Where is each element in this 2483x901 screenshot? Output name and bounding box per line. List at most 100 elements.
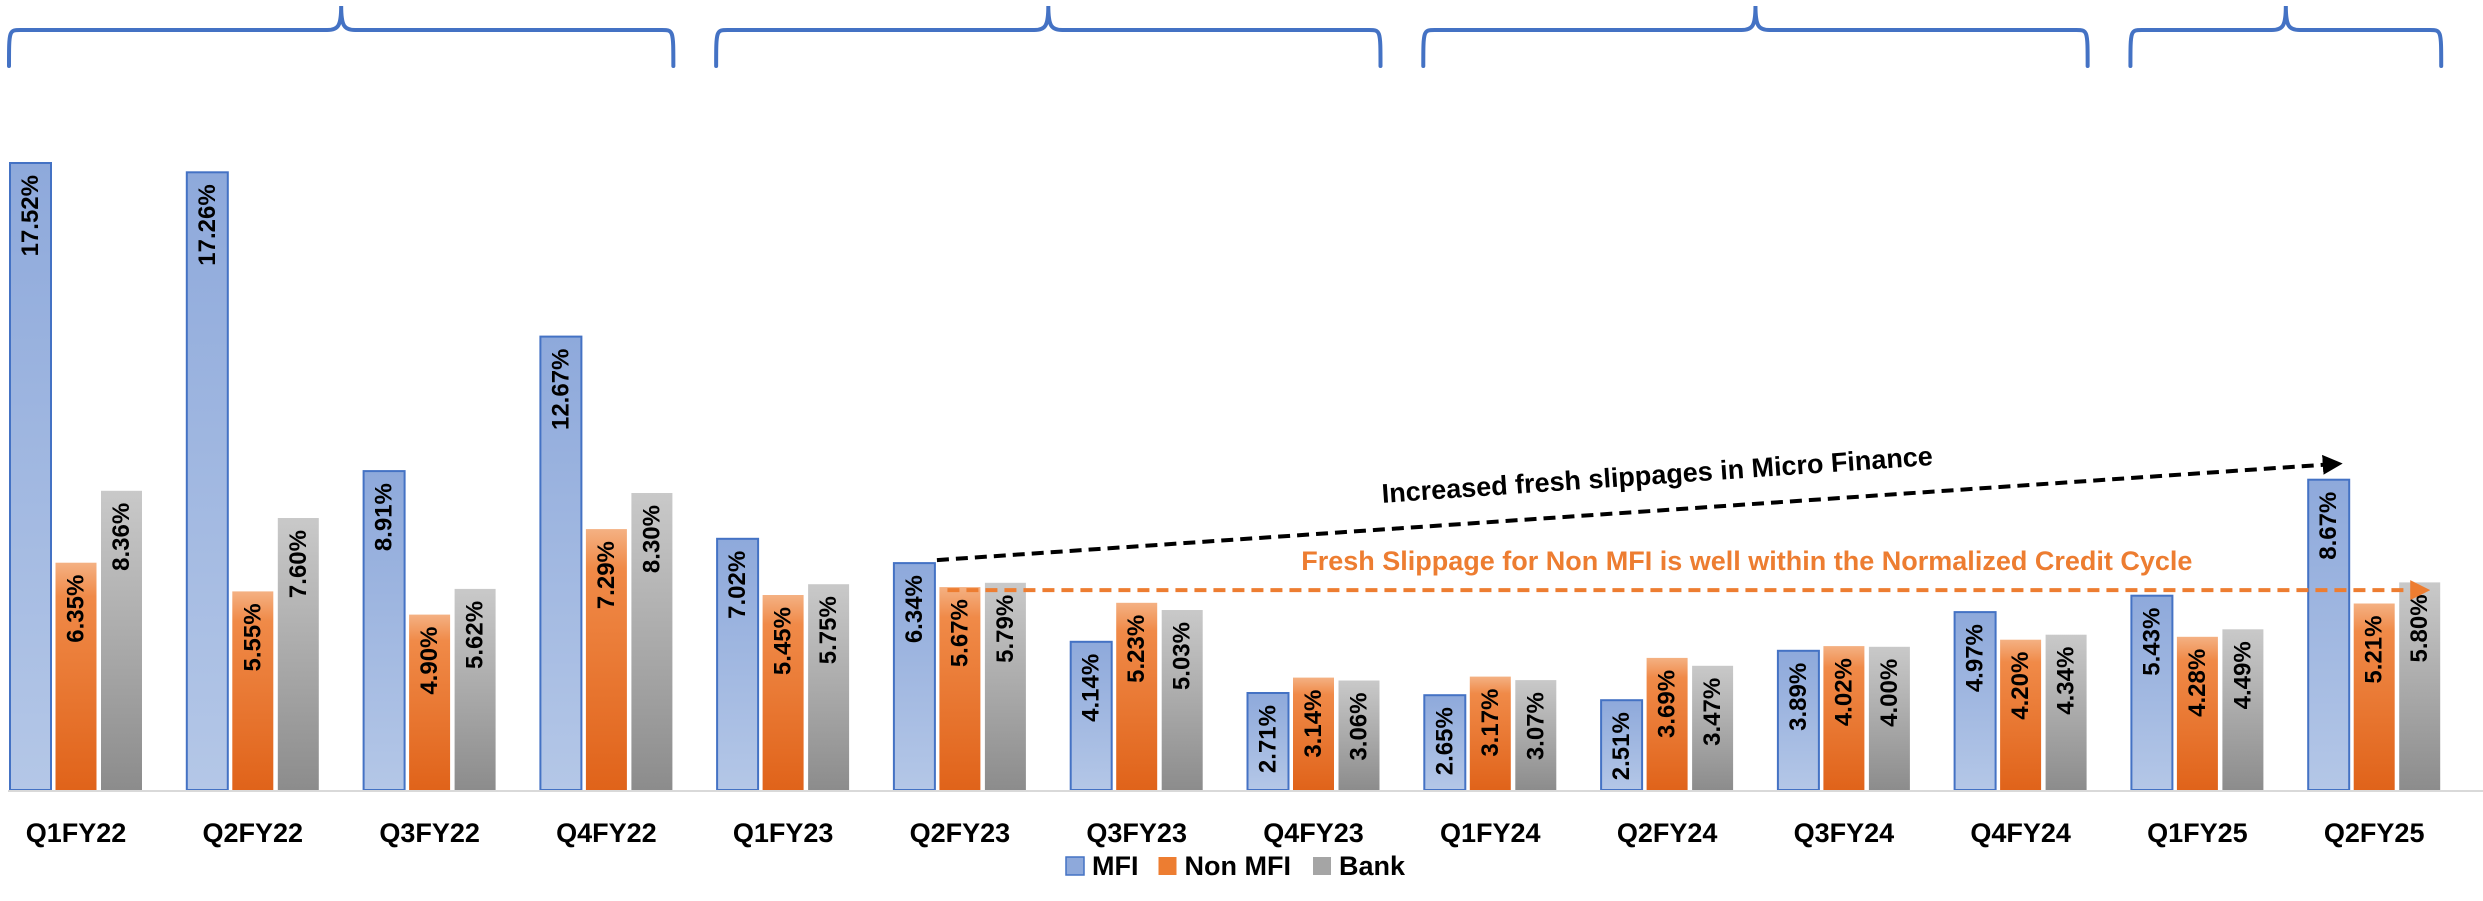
data-label-mfi-q1fy22: 17.52% <box>17 175 44 256</box>
x-tick-label-q1fy23: Q1FY23 <box>733 818 834 848</box>
bar-non-mfi-q1fy22 <box>55 562 97 790</box>
annotations: Increased fresh slippages in Micro Finan… <box>936 441 2431 601</box>
bar-non-mfi-q3fy22 <box>409 614 451 790</box>
legend-label-mfi: MFI <box>1092 851 1139 881</box>
bar-bank-q1fy23 <box>808 584 850 790</box>
data-label-non-mfi-q1fy24: 3.17% <box>1477 689 1504 757</box>
x-tick-label-q3fy22: Q3FY22 <box>379 818 480 848</box>
bar-non-mfi-q3fy23 <box>1116 602 1158 790</box>
x-tick-label-q4fy23: Q4FY23 <box>1263 818 1364 848</box>
bar-mfi-q2fy22 <box>185 171 229 792</box>
x-tick-label-q2fy22: Q2FY22 <box>203 818 304 848</box>
data-label-bank-q3fy23: 5.03% <box>1169 622 1196 690</box>
bars <box>8 162 2483 792</box>
year-brace-4 <box>2128 5 2444 68</box>
category-labels: Q1FY22 Q2FY22 Q3FY22 Q4FY22 Q1FY23 Q2FY23 Q3FY… <box>26 818 2425 848</box>
bar-non-mfi-q1fy23 <box>762 595 804 790</box>
bar-mfi-q2fy24 <box>1600 699 1644 792</box>
bar-mfi-q2fy23 <box>892 562 936 791</box>
data-label-non-mfi-q3fy22: 4.90% <box>416 627 443 695</box>
bar-mfi-q4fy23 <box>1246 692 1290 791</box>
data-label-mfi-q2fy23: 6.34% <box>901 575 928 643</box>
legend-swatch-non-mfi <box>1158 857 1177 875</box>
bar-mfi-q4fy24 <box>1953 611 1997 791</box>
non-mfi-trend-annotation: Fresh Slippage for Non MFI is well withi… <box>1301 546 2192 576</box>
data-label-non-mfi-q2fy25: 5.21% <box>2361 616 2388 684</box>
year-brace-2 <box>714 5 1383 68</box>
legend-label-bank: Bank <box>1339 851 1406 881</box>
data-label-non-mfi-q2fy22: 5.55% <box>239 603 266 671</box>
x-tick-label-q3fy24: Q3FY24 <box>1794 818 1895 848</box>
data-label-bank-q4fy22: 8.30% <box>638 505 665 573</box>
bar-mfi-q2fy25 <box>2307 478 2351 791</box>
year-braces <box>7 5 2444 68</box>
data-label-bank-q1fy22: 8.36% <box>108 503 135 571</box>
year-brace-3 <box>1421 5 2090 68</box>
data-label-mfi-q3fy24: 3.89% <box>1785 663 1812 731</box>
data-label-bank-q1fy25: 4.49% <box>2229 641 2256 709</box>
data-label-bank-q2fy25: 5.80% <box>2406 594 2433 662</box>
data-label-non-mfi-q4fy23: 3.14% <box>1300 690 1327 758</box>
bar-bank-q3fy23 <box>1161 610 1203 790</box>
bar-bank-q3fy24 <box>1868 646 1910 790</box>
bar-non-mfi-q2fy24 <box>1646 657 1688 790</box>
data-label-mfi-q1fy24: 2.65% <box>1431 707 1458 775</box>
bar-bank-q3fy22 <box>454 588 496 790</box>
data-label-mfi-q4fy24: 4.97% <box>1962 624 1989 692</box>
data-label-mfi-q3fy22: 8.91% <box>371 483 398 551</box>
bar-non-mfi-q1fy25 <box>2176 636 2218 790</box>
bar-non-mfi-q2fy23 <box>939 587 981 790</box>
x-tick-label-q1fy22: Q1FY22 <box>26 818 127 848</box>
data-label-bank-q4fy23: 3.06% <box>1346 693 1373 761</box>
bar-bank-q4fy24 <box>2045 634 2087 790</box>
data-label-non-mfi-q2fy24: 3.69% <box>1654 670 1681 738</box>
year-brace-1 <box>7 5 676 68</box>
bar-non-mfi-q2fy25 <box>2353 603 2395 790</box>
data-label-mfi-q1fy25: 5.43% <box>2138 608 2165 676</box>
bar-non-mfi-q2fy22 <box>232 591 274 790</box>
x-tick-label-q2fy24: Q2FY24 <box>1617 818 1718 848</box>
bar-bank-q1fy24 <box>1515 680 1557 790</box>
bar-bank-q1fy25 <box>2222 629 2264 790</box>
data-label-non-mfi-q2fy23: 5.67% <box>946 599 973 667</box>
bar-non-mfi-q4fy23 <box>1293 677 1334 790</box>
bar-mfi-q4fy22 <box>539 335 583 791</box>
data-label-bank-q2fy23: 5.79% <box>992 595 1019 663</box>
data-label-bank-q2fy24: 3.47% <box>1699 678 1726 746</box>
bar-bank-q2fy25 <box>2399 582 2441 790</box>
legend-label-non-mfi: Non MFI <box>1185 851 1291 881</box>
bar-non-mfi-q4fy22 <box>585 529 627 790</box>
legend-swatch-mfi <box>1065 856 1085 876</box>
bar-bank-q2fy23 <box>984 582 1026 790</box>
data-label-bank-q4fy24: 4.34% <box>2053 647 2080 715</box>
data-label-non-mfi-q3fy24: 4.02% <box>1830 658 1857 726</box>
data-label-mfi-q3fy23: 4.14% <box>1078 654 1105 722</box>
data-label-mfi-q4fy22: 12.67% <box>547 349 574 430</box>
bar-non-mfi-q4fy24 <box>2000 639 2042 790</box>
x-tick-label-q1fy24: Q1FY24 <box>1440 818 1541 848</box>
legend-swatch-bank <box>1313 857 1331 875</box>
data-label-non-mfi-q1fy25: 4.28% <box>2184 649 2211 717</box>
data-label-non-mfi-q1fy23: 5.45% <box>770 607 797 675</box>
bar-mfi-q3fy24 <box>1776 649 1820 791</box>
x-tick-label-q3fy23: Q3FY23 <box>1086 818 1187 848</box>
data-label-non-mfi-q4fy22: 7.29% <box>593 541 620 609</box>
bar-bank-q4fy23 <box>1338 680 1380 790</box>
data-label-bank-q3fy22: 5.62% <box>462 601 489 669</box>
bar-bank-q4fy22 <box>631 493 673 790</box>
data-label-mfi-q2fy25: 8.67% <box>2315 492 2342 560</box>
x-tick-label-q2fy23: Q2FY23 <box>910 818 1011 848</box>
data-label-mfi-q2fy22: 17.26% <box>194 184 221 265</box>
bar-bank-q1fy22 <box>101 490 142 790</box>
data-label-mfi-q2fy24: 2.51% <box>1608 712 1635 780</box>
data-label-non-mfi-q1fy22: 6.35% <box>63 575 90 643</box>
bar-bank-q2fy22 <box>277 518 319 790</box>
data-label-non-mfi-q3fy23: 5.23% <box>1123 615 1150 683</box>
legend: MFI Non MFI Bank <box>1065 851 1406 881</box>
x-tick-label-q1fy25: Q1FY25 <box>2147 818 2248 848</box>
bar-bank-q2fy24 <box>1692 665 1734 790</box>
data-label-bank-q3fy24: 4.00% <box>1876 659 1903 727</box>
value-labels: 17.52% 17.26% 8.91% 12.67% 7.02% 6.34% 4.14% 2.… <box>17 175 2433 780</box>
